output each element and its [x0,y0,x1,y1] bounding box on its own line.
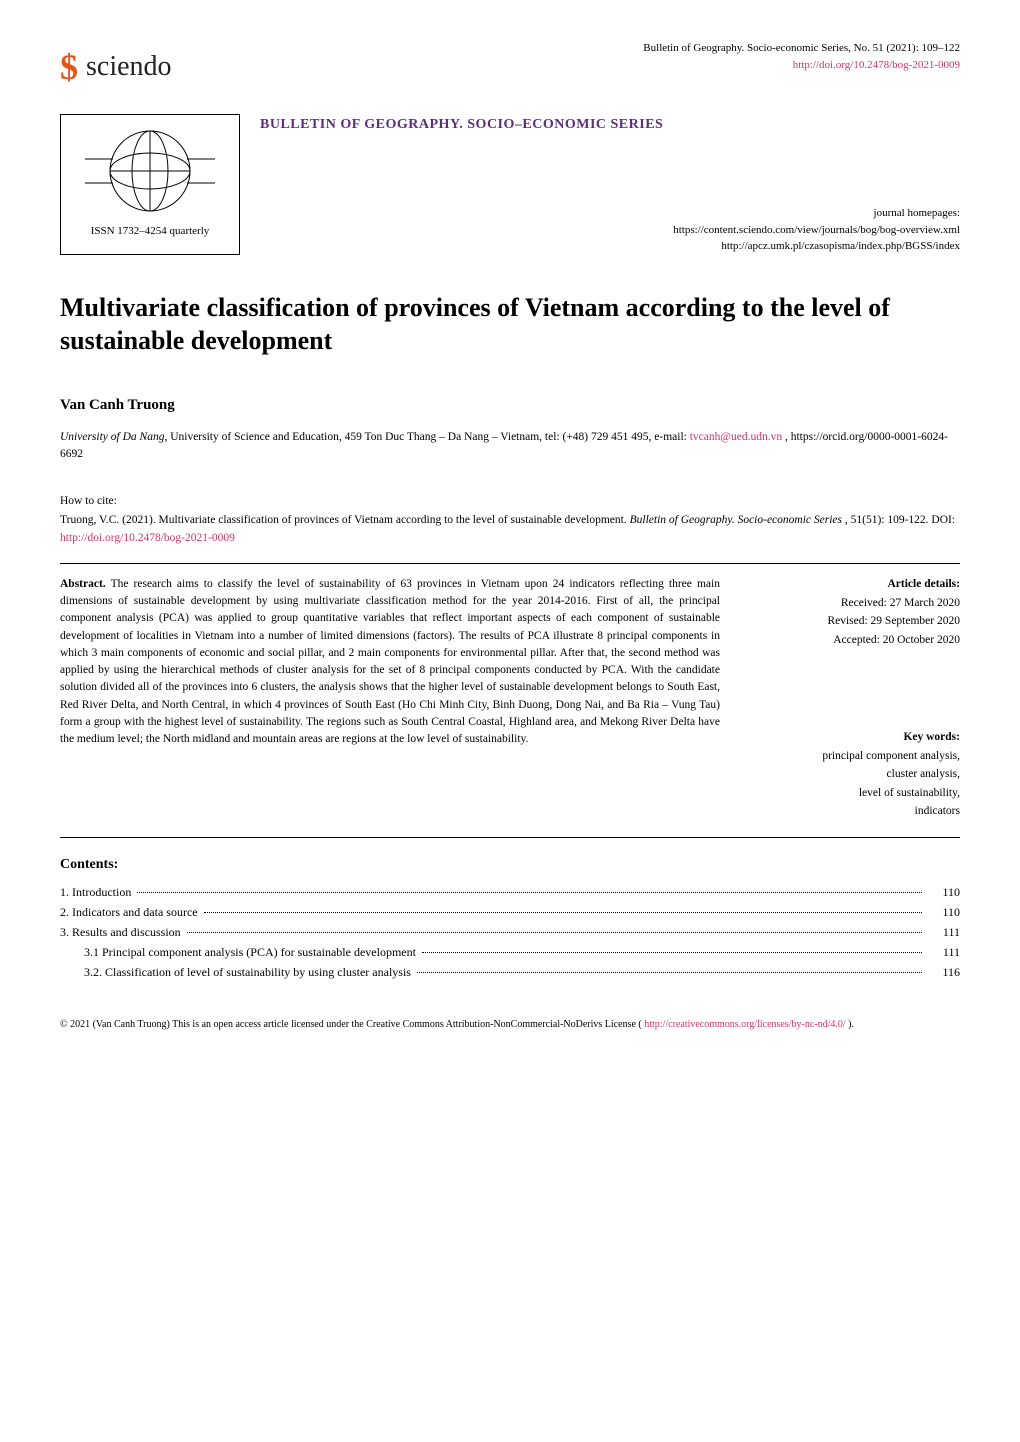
toc-line: 1. Introduction 110 [60,883,960,901]
toc-title: 3.1 Principal component analysis (PCA) f… [84,943,416,961]
article-details-block: Article details: Received: 27 March 2020… [760,576,960,649]
details-heading: Article details: [760,576,960,593]
globe-icon [85,129,215,213]
accepted-date: Accepted: 20 October 2020 [760,632,960,649]
toc-title: 3.2. Classification of level of sustaina… [84,963,411,981]
affiliation: University of Da Nang, University of Sci… [60,429,960,464]
cite-middle: , 51(51): 109-122. DOI: [845,514,955,526]
abstract-sidebar: Article details: Received: 27 March 2020… [760,576,960,821]
abstract-block: Abstract. The research aims to classify … [60,576,960,821]
toc-page: 111 [928,923,960,941]
journal-badge: ISSN 1732–4254 quarterly [60,114,240,255]
howtocite-label: How to cite: [60,493,960,510]
article-title: Multivariate classification of provinces… [60,291,960,359]
toc-line: 3.2. Classification of level of sustaina… [60,963,960,981]
toc-line: 3. Results and discussion 111 [60,923,960,941]
toc-page: 116 [928,963,960,981]
keyword-1: principal component analysis, [760,748,960,765]
table-of-contents: 1. Introduction 1102. Indicators and dat… [60,883,960,981]
toc-line: 2. Indicators and data source 110 [60,903,960,921]
received-date: Received: 27 March 2020 [760,595,960,612]
header-right: Bulletin of Geography. Socio-economic Se… [643,40,960,73]
divider [60,563,960,564]
keyword-2: cluster analysis, [760,766,960,783]
issn-text: ISSN 1732–4254 quarterly [91,223,210,240]
howtocite-text: Truong, V.C. (2021). Multivariate classi… [60,512,960,547]
doi-link[interactable]: http://doi.org/10.2478/bog-2021-0009 [643,57,960,74]
affiliation-university: University of Da Nang, [60,431,167,443]
cite-journal: Bulletin of Geography. Socio-economic Se… [630,514,842,526]
keyword-4: indicators [760,803,960,820]
toc-page: 111 [928,943,960,961]
abstract-text: Abstract. The research aims to classify … [60,576,720,821]
homepages-label: journal homepages: [260,205,960,222]
journal-series-title: BULLETIN OF GEOGRAPHY. SOCIO–ECONOMIC SE… [260,114,960,135]
toc-dots [204,912,922,913]
divider [60,837,960,838]
license-link[interactable]: http://creativecommons.org/licenses/by-n… [644,1019,845,1030]
keywords-block: Key words: principal component analysis,… [760,729,960,820]
sciendo-logo: $ sciendo [60,40,172,94]
logo-glyph: $ [60,40,78,94]
license-footer: © 2021 (Van Canh Truong) This is an open… [60,1017,960,1032]
toc-dots [187,932,922,933]
page-header: $ sciendo Bulletin of Geography. Socio-e… [60,40,960,94]
toc-page: 110 [928,903,960,921]
author-name: Van Canh Truong [60,394,960,417]
homepage-link-2[interactable]: http://apcz.umk.pl/czasopisma/index.php/… [260,238,960,255]
toc-dots [417,972,922,973]
toc-title: 3. Results and discussion [60,923,181,941]
revised-date: Revised: 29 September 2020 [760,613,960,630]
journal-homepages: journal homepages: https://content.scien… [260,205,960,255]
keyword-3: level of sustainability, [760,785,960,802]
author-email[interactable]: tvcanh@ued.udn.vn [690,431,782,443]
keywords-heading: Key words: [760,729,960,746]
bulletin-citation: Bulletin of Geography. Socio-economic Se… [643,40,960,57]
license-text-after: ). [848,1019,854,1030]
journal-info: BULLETIN OF GEOGRAPHY. SOCIO–ECONOMIC SE… [260,114,960,255]
license-text-before: © 2021 (Van Canh Truong) This is an open… [60,1019,642,1030]
logo-word: sciendo [86,46,172,88]
toc-dots [422,952,922,953]
cite-doi-link[interactable]: http://doi.org/10.2478/bog-2021-0009 [60,532,235,544]
toc-title: 2. Indicators and data source [60,903,198,921]
toc-line: 3.1 Principal component analysis (PCA) f… [60,943,960,961]
homepage-link-1[interactable]: https://content.sciendo.com/view/journal… [260,222,960,239]
toc-title: 1. Introduction [60,883,131,901]
toc-page: 110 [928,883,960,901]
journal-header: ISSN 1732–4254 quarterly BULLETIN OF GEO… [60,114,960,255]
abstract-label: Abstract. [60,578,106,590]
affiliation-details: University of Science and Education, 459… [170,431,690,443]
contents-heading: Contents: [60,854,960,875]
cite-prefix: Truong, V.C. (2021). Multivariate classi… [60,514,630,526]
abstract-body: The research aims to classify the level … [60,578,720,745]
toc-dots [137,892,922,893]
